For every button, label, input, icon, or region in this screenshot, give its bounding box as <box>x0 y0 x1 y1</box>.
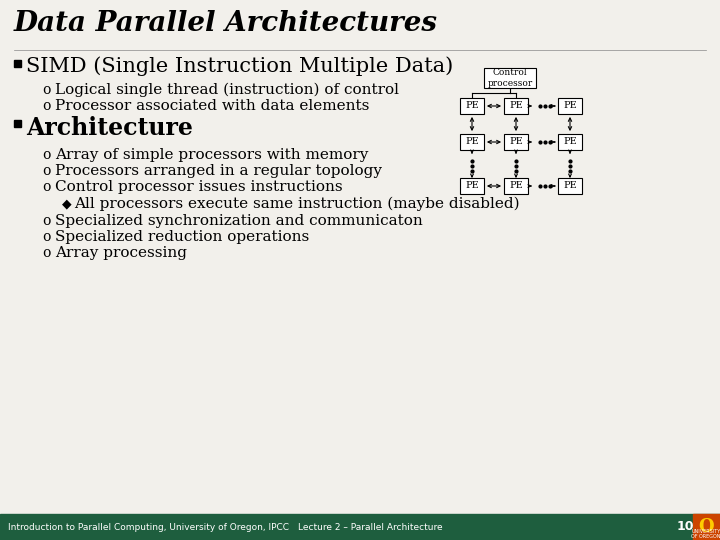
Text: PE: PE <box>563 138 577 146</box>
Text: o: o <box>42 99 50 113</box>
Bar <box>460 98 484 114</box>
Text: Specialized reduction operations: Specialized reduction operations <box>55 230 310 244</box>
Text: PE: PE <box>509 138 523 146</box>
Bar <box>558 178 582 194</box>
Bar <box>504 134 528 150</box>
Text: o: o <box>42 246 50 260</box>
Text: o: o <box>42 180 50 194</box>
Bar <box>504 178 528 194</box>
Text: o: o <box>42 148 50 162</box>
Text: PE: PE <box>563 181 577 191</box>
Text: Lecture 2 – Parallel Architecture: Lecture 2 – Parallel Architecture <box>297 523 442 531</box>
Text: ◆: ◆ <box>62 197 71 210</box>
Bar <box>693 514 720 540</box>
Text: Introduction to Parallel Computing, University of Oregon, IPCC: Introduction to Parallel Computing, Univ… <box>8 523 289 531</box>
Text: All processors execute same instruction (maybe disabled): All processors execute same instruction … <box>74 197 520 211</box>
Bar <box>0 514 720 540</box>
Text: o: o <box>42 230 50 244</box>
Text: PE: PE <box>563 102 577 111</box>
Text: Processors arranged in a regular topology: Processors arranged in a regular topolog… <box>55 164 382 178</box>
Text: SIMD (Single Instruction Multiple Data): SIMD (Single Instruction Multiple Data) <box>26 56 454 76</box>
Bar <box>504 98 528 114</box>
Text: Array processing: Array processing <box>55 246 187 260</box>
Text: PE: PE <box>509 181 523 191</box>
Text: Control
processor: Control processor <box>487 68 533 87</box>
Text: PE: PE <box>465 102 479 111</box>
Bar <box>558 98 582 114</box>
Text: UNIVERSITY
OF OREGON: UNIVERSITY OF OREGON <box>691 529 720 539</box>
Bar <box>460 178 484 194</box>
Text: o: o <box>42 83 50 97</box>
Text: Array of simple processors with memory: Array of simple processors with memory <box>55 148 369 162</box>
Text: PE: PE <box>465 181 479 191</box>
Text: PE: PE <box>509 102 523 111</box>
Bar <box>558 134 582 150</box>
Text: o: o <box>42 214 50 228</box>
Bar <box>14 120 21 127</box>
Text: Specialized synchronization and communicaton: Specialized synchronization and communic… <box>55 214 423 228</box>
Text: o: o <box>42 164 50 178</box>
Bar <box>14 60 21 67</box>
Text: O: O <box>698 518 714 536</box>
Bar <box>460 134 484 150</box>
Text: Architecture: Architecture <box>26 116 193 140</box>
Bar <box>484 68 536 88</box>
Text: Processor associated with data elements: Processor associated with data elements <box>55 99 369 113</box>
Text: Data Parallel Architectures: Data Parallel Architectures <box>14 10 438 37</box>
Text: Logical single thread (instruction) of control: Logical single thread (instruction) of c… <box>55 83 399 97</box>
Text: PE: PE <box>465 138 479 146</box>
Text: 10: 10 <box>677 521 695 534</box>
Text: Control processor issues instructions: Control processor issues instructions <box>55 180 343 194</box>
